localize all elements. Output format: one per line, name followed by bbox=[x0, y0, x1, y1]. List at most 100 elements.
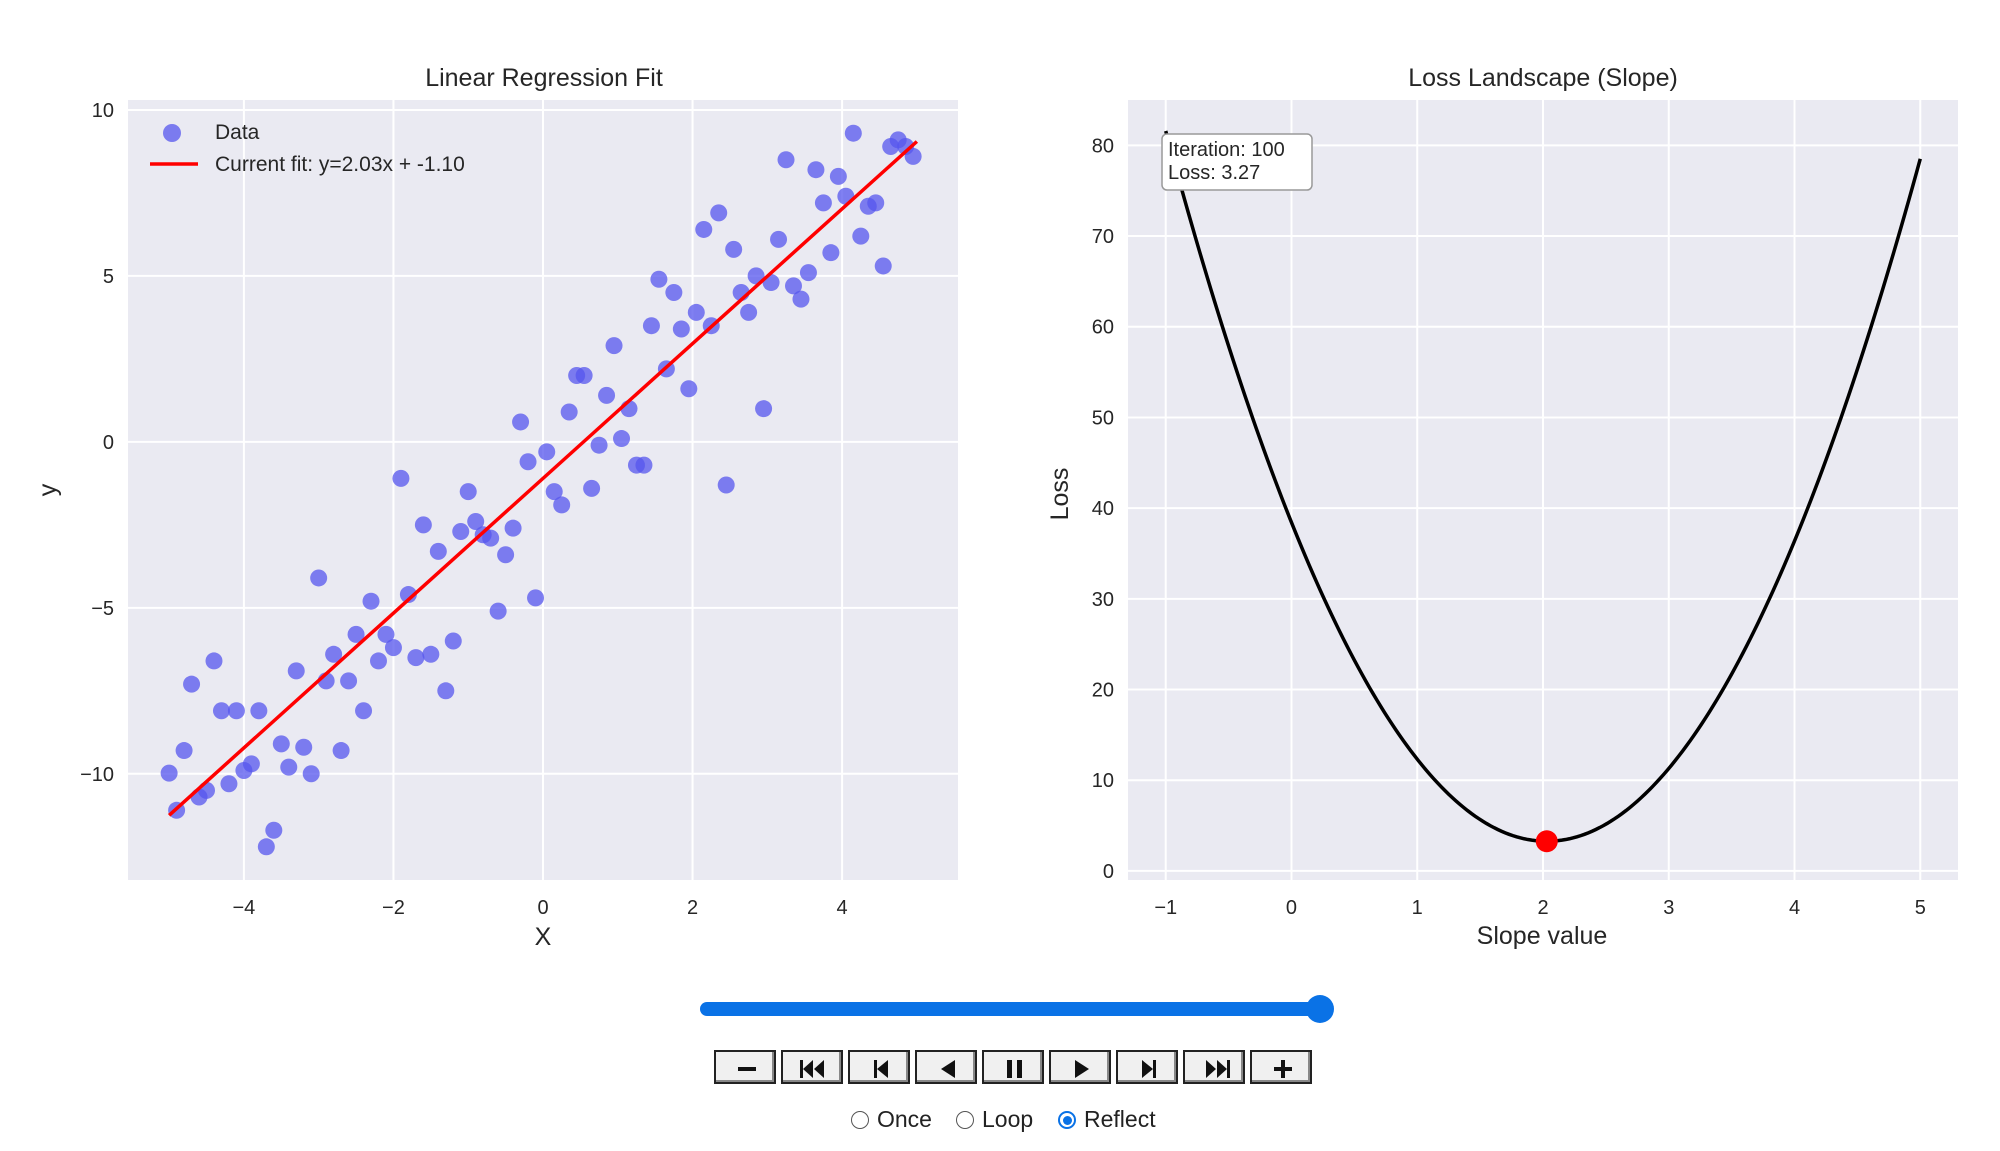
y-tick-label: 50 bbox=[1092, 407, 1114, 429]
data-point bbox=[710, 204, 728, 222]
mode-once-label: Once bbox=[877, 1106, 932, 1132]
data-point bbox=[340, 672, 358, 690]
slider-thumb[interactable] bbox=[1306, 995, 1334, 1023]
data-point bbox=[590, 436, 608, 454]
y-tick-label: 30 bbox=[1092, 589, 1114, 611]
data-point bbox=[807, 161, 825, 179]
play-reverse-icon bbox=[941, 1060, 955, 1078]
data-point bbox=[459, 483, 477, 501]
y-tick-label: −5 bbox=[91, 598, 114, 620]
data-point bbox=[799, 264, 817, 282]
data-point bbox=[512, 413, 530, 431]
data-point bbox=[605, 337, 623, 355]
mode-reflect-label: Reflect bbox=[1084, 1106, 1156, 1132]
increase-speed-button[interactable] bbox=[1250, 1050, 1312, 1084]
data-point bbox=[695, 220, 713, 238]
plus-icon bbox=[1274, 1060, 1292, 1078]
x-tick-label: 0 bbox=[537, 897, 548, 919]
play-reverse-button[interactable] bbox=[915, 1050, 977, 1084]
data-point bbox=[205, 652, 223, 670]
data-point bbox=[687, 303, 705, 321]
data-point bbox=[777, 151, 795, 169]
data-point bbox=[332, 742, 350, 760]
data-point bbox=[725, 240, 743, 258]
data-point bbox=[497, 546, 515, 564]
data-point bbox=[287, 662, 305, 680]
data-point bbox=[904, 147, 922, 165]
iteration-annotation: Iteration: 100 Loss: 3.27 bbox=[1161, 133, 1313, 191]
data-point bbox=[347, 625, 365, 643]
x-tick-label: 2 bbox=[687, 897, 698, 919]
data-point bbox=[280, 758, 298, 776]
step-forward-button[interactable] bbox=[1116, 1050, 1178, 1084]
y-tick-label: 0 bbox=[103, 432, 114, 454]
data-point bbox=[227, 702, 245, 720]
data-point bbox=[814, 194, 832, 212]
decrease-speed-button[interactable] bbox=[714, 1050, 776, 1084]
chart-title: Linear Regression Fit bbox=[425, 64, 663, 92]
data-point bbox=[665, 284, 683, 302]
data-point bbox=[680, 380, 698, 398]
x-tick-label: 2 bbox=[1537, 897, 1548, 919]
data-point bbox=[414, 516, 432, 534]
data-point bbox=[829, 167, 847, 185]
data-point bbox=[265, 821, 283, 839]
data-point bbox=[392, 469, 410, 487]
radio-button[interactable] bbox=[956, 1110, 974, 1129]
frame-slider[interactable] bbox=[690, 990, 1340, 1030]
data-point bbox=[362, 592, 380, 610]
mode-loop-radio[interactable]: Loop bbox=[956, 1106, 1033, 1133]
radio-button[interactable] bbox=[851, 1110, 869, 1129]
first-frame-button[interactable] bbox=[781, 1050, 843, 1084]
data-point bbox=[250, 702, 268, 720]
x-tick-label: 4 bbox=[1789, 897, 1800, 919]
data-point bbox=[598, 386, 616, 404]
data-point bbox=[852, 227, 870, 245]
mode-once-radio[interactable]: Once bbox=[851, 1106, 932, 1133]
slider-track[interactable] bbox=[700, 1002, 1320, 1016]
x-tick-label: 5 bbox=[1915, 897, 1926, 919]
data-point bbox=[482, 529, 500, 547]
pause-button[interactable] bbox=[982, 1050, 1044, 1084]
play-button[interactable] bbox=[1049, 1050, 1111, 1084]
y-axis-label: Loss bbox=[1046, 468, 1074, 521]
minus-icon bbox=[738, 1067, 756, 1071]
x-axis-label: Slope value bbox=[1477, 922, 1608, 950]
annotation-box bbox=[1161, 133, 1313, 191]
data-point bbox=[369, 652, 387, 670]
annotation-iteration: Iteration: 100 bbox=[1168, 139, 1285, 161]
x-axis-label: X bbox=[535, 923, 552, 951]
data-point bbox=[874, 257, 892, 275]
data-point bbox=[295, 738, 313, 756]
step-back-button[interactable] bbox=[848, 1050, 910, 1084]
y-tick-label: 20 bbox=[1092, 680, 1114, 702]
last-frame-button[interactable] bbox=[1183, 1050, 1245, 1084]
annotation-loss: Loss: 3.27 bbox=[1168, 162, 1260, 184]
data-point bbox=[399, 586, 417, 604]
data-point bbox=[650, 270, 668, 288]
data-point bbox=[310, 569, 328, 587]
data-point bbox=[822, 244, 840, 262]
y-tick-label: 80 bbox=[1092, 135, 1114, 157]
data-point bbox=[527, 589, 545, 607]
y-tick-label: 40 bbox=[1092, 498, 1114, 520]
pause-icon bbox=[1007, 1060, 1022, 1078]
legend-marker-data bbox=[163, 124, 181, 142]
legend-label-fit: Current fit: y=2.03x + -1.10 bbox=[215, 153, 465, 176]
data-point bbox=[429, 542, 447, 560]
x-tick-label: 4 bbox=[837, 897, 848, 919]
data-point bbox=[784, 277, 802, 295]
play-icon bbox=[1075, 1060, 1089, 1078]
data-point bbox=[257, 838, 275, 856]
data-point bbox=[452, 522, 470, 540]
data-point bbox=[325, 645, 343, 663]
data-point bbox=[755, 400, 773, 418]
data-point bbox=[489, 602, 507, 620]
y-tick-label: 10 bbox=[92, 100, 114, 122]
mode-reflect-radio[interactable]: Reflect bbox=[1058, 1106, 1156, 1133]
y-axis-label: y bbox=[34, 483, 62, 496]
data-point bbox=[672, 320, 690, 338]
radio-button-selected[interactable] bbox=[1058, 1110, 1076, 1129]
y-tick-label: 5 bbox=[103, 266, 114, 288]
data-point bbox=[867, 194, 885, 212]
